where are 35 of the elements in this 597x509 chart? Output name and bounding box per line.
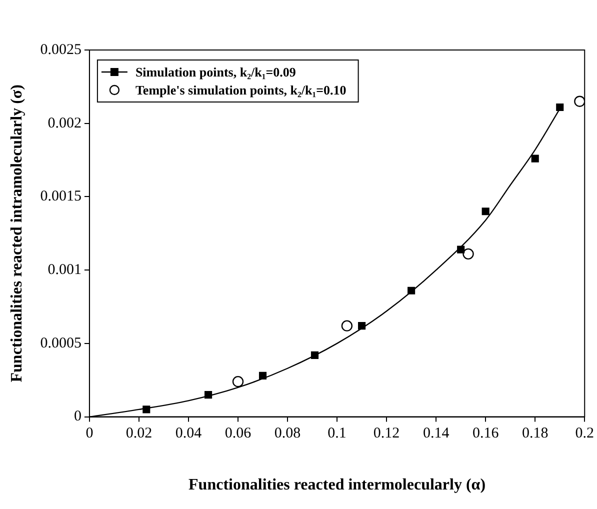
- x-tick-label: 0.04: [175, 426, 202, 442]
- point: [408, 286, 416, 294]
- x-tick-label: 0: [86, 426, 94, 442]
- x-tick-label: 0.1: [328, 426, 346, 442]
- point: [556, 103, 564, 112]
- x-tick-label: 0.12: [373, 426, 400, 442]
- x-tick-label: 0.08: [274, 426, 301, 442]
- point: [358, 322, 366, 330]
- x-axis-title: Functionalities reacted intermolecularly (α): [188, 476, 486, 494]
- y-tick-label: 0: [74, 408, 82, 425]
- x-tick-label: 0.2: [575, 426, 594, 442]
- point: [204, 391, 212, 399]
- point: [232, 376, 244, 388]
- y-tick-label: 0.0015: [40, 188, 82, 205]
- point: [341, 320, 353, 332]
- x-tick-label: 0.06: [224, 426, 252, 442]
- point: [258, 372, 267, 380]
- y-tick-label: 0.0025: [40, 42, 82, 58]
- point: [142, 406, 150, 414]
- y-tick-label: 0.001: [48, 262, 82, 278]
- point: [457, 246, 465, 254]
- point: [531, 154, 539, 162]
- legend-label: Simulation points, k₂/k₁=0.09: [135, 64, 296, 80]
- point: [462, 248, 474, 260]
- point: [482, 208, 490, 216]
- x-tick-label: 0.16: [472, 426, 500, 442]
- legend-label: Temple's simulation points, k₂/k₁=0.10: [135, 82, 346, 98]
- y-axis-title: Functionalities reacted intramolecularly (σ): [8, 84, 26, 382]
- point: [574, 96, 585, 107]
- y-tick-label: 0.002: [48, 115, 82, 132]
- x-tick-label: 0.02: [126, 426, 152, 442]
- x-tick-label: 0.18: [522, 426, 548, 442]
- point: [310, 351, 319, 359]
- x-tick-label: 0.14: [422, 426, 450, 442]
- y-tick-label: 0.0005: [40, 335, 82, 352]
